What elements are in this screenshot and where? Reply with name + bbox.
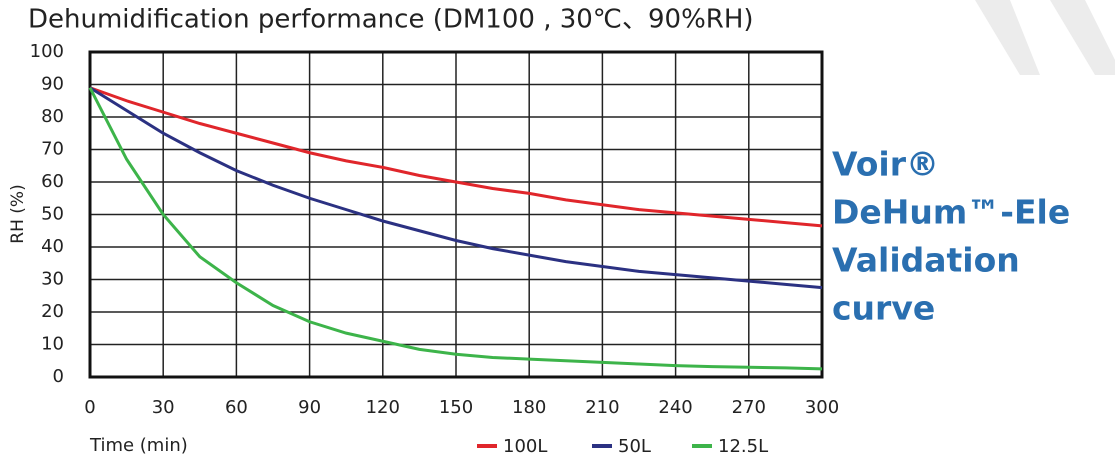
y-tick-label: 100 [30, 41, 64, 62]
x-tick-label: 300 [805, 397, 839, 418]
x-tick-label: 30 [152, 397, 175, 418]
y-tick-label: 40 [41, 236, 64, 257]
x-tick-label: 270 [732, 397, 766, 418]
logo-watermark [975, 0, 1040, 75]
y-tick-label: 20 [41, 301, 64, 322]
x-tick-label: 240 [658, 397, 692, 418]
y-tick-label: 80 [41, 106, 64, 127]
plot-frame [88, 50, 824, 379]
x-tick-label: 0 [84, 397, 95, 418]
series-line [88, 87, 823, 371]
side-text: curve [832, 289, 935, 328]
side-text: DeHum™-Ele [832, 193, 1070, 232]
x-tick-label: 120 [366, 397, 400, 418]
x-tick-label: 150 [439, 397, 473, 418]
x-tick-label: 90 [298, 397, 321, 418]
legend-label: 100L [503, 436, 547, 457]
x-tick-label: 60 [225, 397, 248, 418]
y-tick-label: 60 [41, 171, 64, 192]
side-text: Voir® [832, 145, 939, 184]
x-tick-label: 210 [585, 397, 619, 418]
logo-watermark [1050, 0, 1115, 75]
x-axis-label: Time (min) [89, 435, 188, 456]
y-tick-label: 30 [41, 269, 64, 290]
chart-title: Dehumidification performance (DM100 , 30… [28, 5, 754, 35]
y-tick-label: 0 [53, 366, 64, 387]
legend-label: 50L [618, 436, 651, 457]
y-tick-label: 70 [41, 139, 64, 160]
legend-label: 12.5L [718, 436, 768, 457]
series-line [89, 86, 823, 290]
side-text: Validation [832, 241, 1020, 280]
y-axis-label: RH (%) [8, 184, 28, 243]
series-line [89, 86, 823, 228]
x-tick-label: 180 [512, 397, 546, 418]
y-tick-label: 50 [41, 204, 64, 225]
y-tick-label: 90 [41, 74, 64, 95]
y-tick-label: 10 [41, 334, 64, 355]
